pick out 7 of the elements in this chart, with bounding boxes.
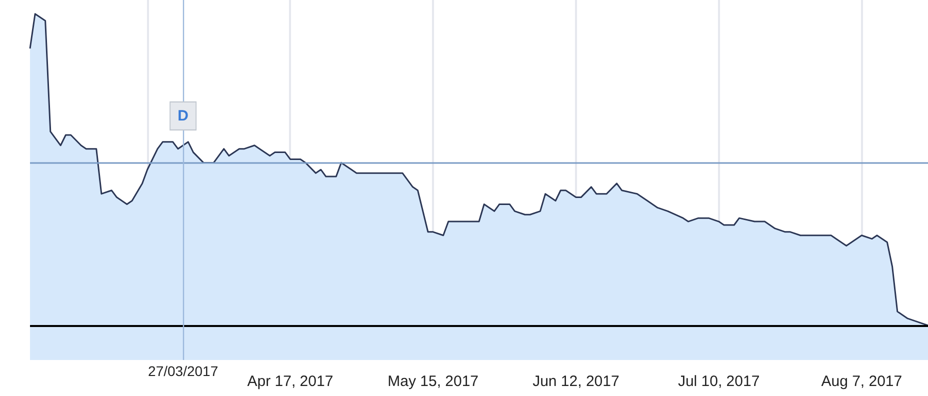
ref-line-label: 27/03/2017: [148, 363, 218, 379]
x-tick-label: Aug 7, 2017: [821, 373, 902, 390]
x-tick-label: Jun 12, 2017: [532, 373, 620, 390]
x-tick-label: Jul 10, 2017: [678, 373, 760, 390]
x-tick-label: May 15, 2017: [388, 373, 479, 390]
annotation: D: [178, 107, 189, 124]
x-tick-label: Apr 17, 2017: [247, 373, 334, 390]
